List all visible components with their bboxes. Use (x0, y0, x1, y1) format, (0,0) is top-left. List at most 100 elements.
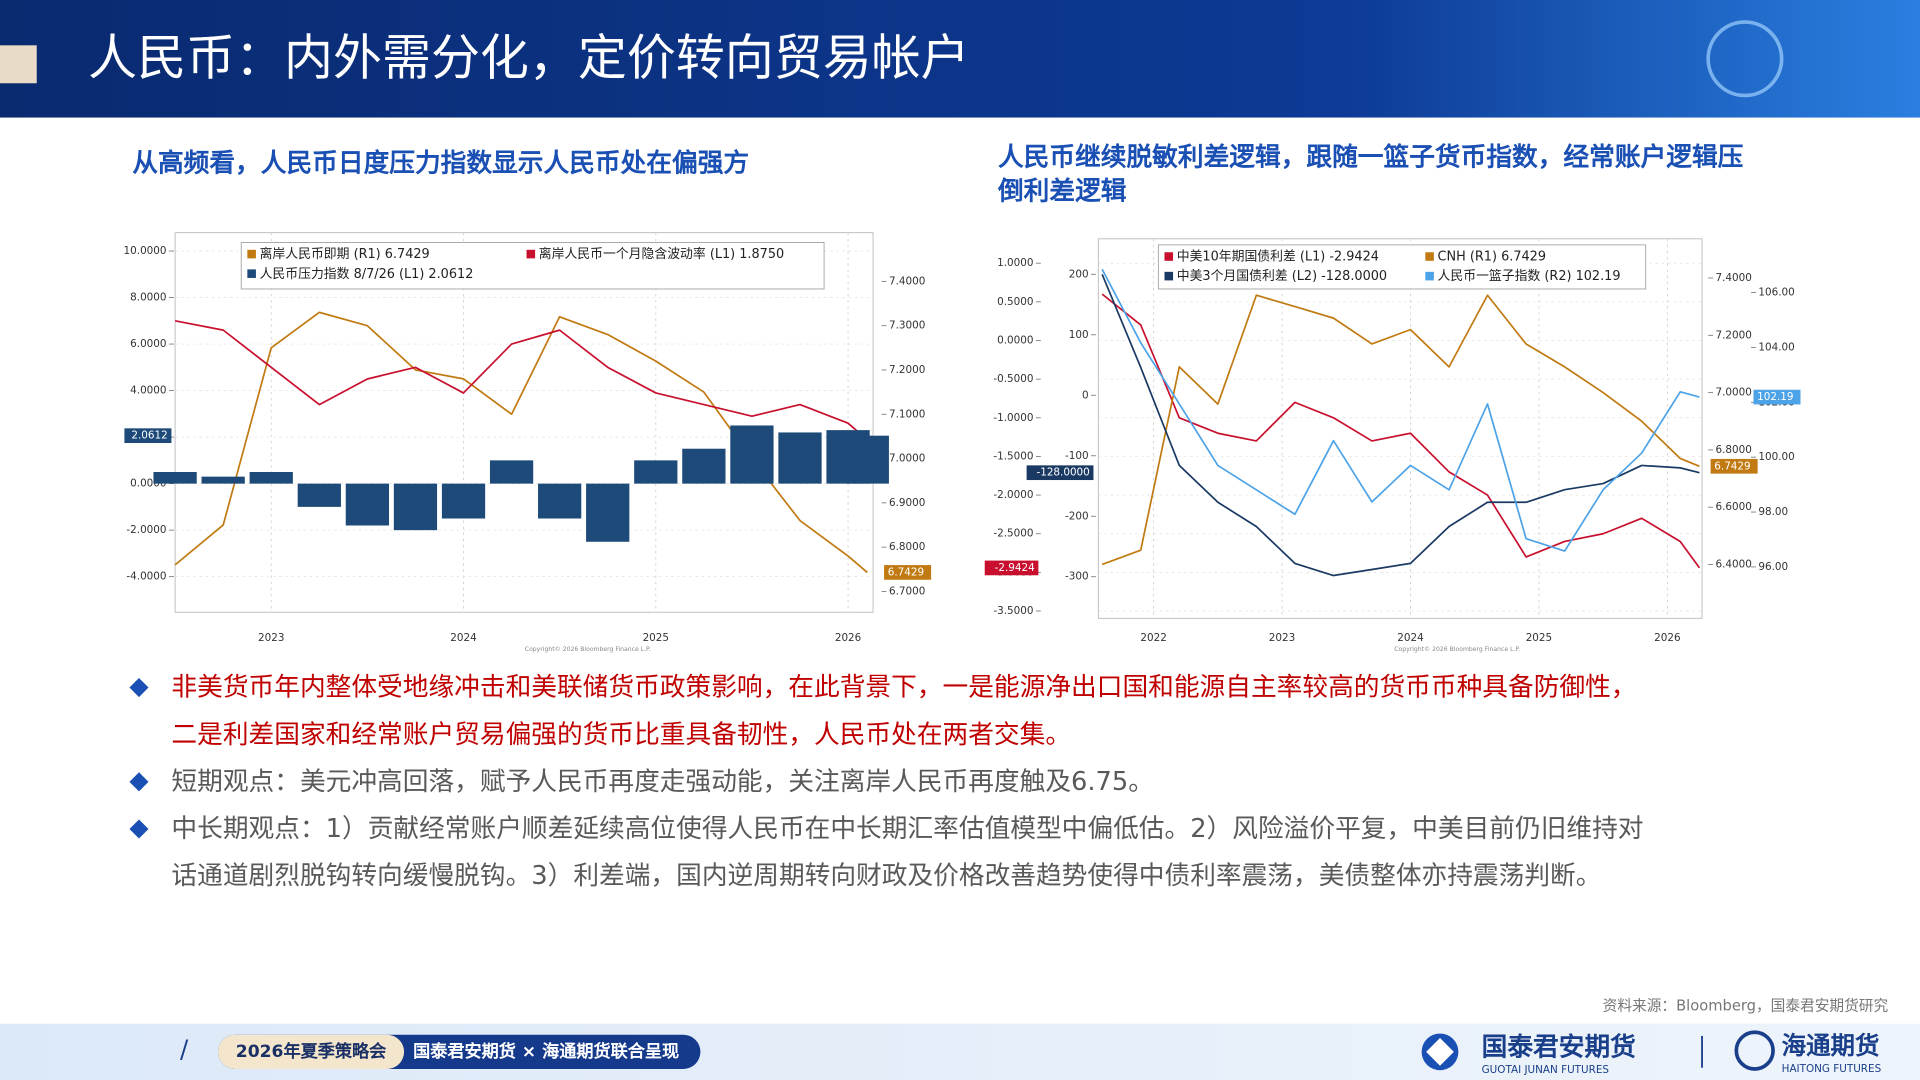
end-label-box (1026, 465, 1094, 481)
bar (201, 476, 245, 484)
end-label-box (884, 565, 932, 580)
x-tick-label: 2025 (643, 632, 669, 644)
y-tick-label: 0.5000 (997, 296, 1033, 308)
legend-box (1157, 244, 1647, 290)
y-tick-label: 6.6000 (1716, 501, 1752, 513)
logo-subtext: GUOTAI JUNAN FUTURES (1482, 1064, 1610, 1076)
plot-area (1097, 238, 1703, 619)
bar (393, 483, 438, 531)
y-tick-label: 6.9000 (889, 497, 925, 509)
bar (345, 483, 390, 526)
x-tick-label: 2025 (1526, 632, 1552, 644)
bar (489, 460, 534, 484)
y-tick-label: 6.7000 (889, 585, 925, 597)
y-tick-label: -1.0000 (993, 412, 1033, 424)
x-tick-label: 2023 (258, 632, 284, 644)
legend-swatch (247, 269, 256, 278)
chart-title: 倒利差逻辑 (997, 176, 1127, 207)
x-tick-label: 2026 (835, 632, 861, 644)
x-tick-label: 2024 (450, 632, 477, 644)
y-tick-label: 6.8000 (1716, 444, 1752, 456)
series-line (1101, 268, 1700, 552)
header-band (0, 0, 1920, 118)
bar (845, 435, 889, 484)
end-label: -128.0000 (1036, 467, 1089, 479)
y-tick-label: 7.3000 (889, 320, 925, 332)
source-note: 资料来源：Bloomberg，国泰君安期货研究 (1603, 998, 1889, 1015)
end-label: -2.9424 (995, 562, 1035, 574)
end-label-box (984, 560, 1039, 576)
bullet-text: 短期观点：美元冲高回落，赋予人民币再度走强动能，关注离岸人民币再度触及6.75。 (171, 767, 1154, 797)
bar (153, 471, 197, 484)
y-tick-label: 100 (1069, 329, 1089, 341)
y-tick-label: 6.4000 (1716, 559, 1752, 571)
y-tick-label: 200 (1069, 268, 1089, 280)
legend-swatch (1164, 271, 1174, 281)
end-label: 2.0612 (131, 430, 167, 442)
slide-title: 人民币：内外需分化，定价转向贸易帐户 (88, 30, 969, 87)
y-tick-label: 7.0000 (1716, 387, 1752, 399)
y-tick-label: 1.0000 (997, 257, 1033, 269)
bar (297, 483, 341, 507)
y-tick-label: 8.0000 (130, 292, 166, 304)
bar (730, 425, 774, 484)
legend-label: 离岸人民币即期 (R1) 6.7429 (260, 246, 430, 262)
x-tick-label: 2022 (1140, 632, 1166, 644)
chart-source: Copyright© 2026 Bloomberg Finance L.P. (525, 645, 651, 653)
y-tick-label: 7.0000 (889, 453, 925, 465)
y-tick-label: -100 (1065, 450, 1089, 462)
charts: 2023202420252026-4.0000-2.00000.00002.00… (124, 232, 1801, 653)
legend-label: 人民币一篮子指数 (R2) 102.19 (1438, 269, 1621, 284)
end-label: 102.19 (1757, 391, 1793, 403)
bullet-text: 二是利差国家和经常账户贸易偏强的货币比重具备韧性，人民币处在两者交集。 (171, 720, 1071, 750)
end-label: 6.7429 (1714, 460, 1750, 472)
bar (682, 448, 726, 484)
y-tick-label: -4.0000 (126, 571, 166, 583)
end-label: 6.7429 (888, 566, 924, 578)
y-tick-label: -0.5000 (993, 373, 1033, 385)
logo-subtext: HAITONG FUTURES (1782, 1063, 1882, 1075)
y-tick-label: -2.0000 (993, 489, 1033, 501)
y-tick-label: 106.00 (1758, 287, 1794, 299)
y-tick-label: -2.5000 (993, 528, 1033, 540)
end-label-box (124, 428, 172, 444)
y-tick-label: 7.1000 (889, 408, 925, 420)
legend-swatch (1425, 252, 1434, 261)
y-tick-label: 7.2000 (889, 364, 925, 376)
y-tick-label: 4.0000 (130, 385, 166, 397)
end-label-box (1710, 458, 1758, 474)
y-tick-label: 6.8000 (889, 541, 925, 553)
legend-label: 中美3个月国债利差 (L2) -128.0000 (1177, 269, 1387, 284)
chart-source: Copyright© 2026 Bloomberg Finance L.P. (1394, 645, 1520, 653)
series-line (174, 311, 868, 574)
bar (634, 460, 678, 484)
header-decoration (1706, 20, 1784, 98)
end-label-box (1753, 389, 1801, 405)
series-line (1101, 293, 1701, 569)
bar (538, 483, 582, 519)
legend-swatch (1164, 252, 1174, 261)
legend-label: CNH (R1) 6.7429 (1438, 250, 1546, 265)
y-tick-label: 98.00 (1758, 506, 1788, 518)
x-tick-label: 2023 (1269, 632, 1295, 644)
legend-swatch (526, 249, 536, 259)
chart: 20222023202420252026-3.5000-3.0000-2.500… (984, 238, 1801, 653)
bar (586, 483, 630, 542)
y-tick-label: 7.4000 (889, 275, 925, 287)
legend-swatch (247, 249, 256, 259)
logo-text: 海通期货 (1782, 1031, 1880, 1060)
y-tick-label: -1.5000 (993, 450, 1033, 462)
y-tick-label: 100.00 (1758, 451, 1794, 463)
y-tick-label: -200 (1065, 510, 1089, 522)
bullet-diamond (129, 772, 149, 792)
header-marker (0, 45, 37, 84)
y-tick-label: 0 (1082, 389, 1089, 401)
x-tick-label: 2024 (1397, 632, 1424, 644)
y-tick-label: 0.0000 (997, 334, 1033, 346)
legend-label: 离岸人民币一个月隐含波动率 (L1) 1.8750 (539, 246, 784, 262)
y-tick-label: 7.4000 (1716, 272, 1752, 284)
y-tick-label: 10.0000 (124, 245, 167, 257)
logo-text: 国泰君安期货 (1482, 1032, 1636, 1063)
